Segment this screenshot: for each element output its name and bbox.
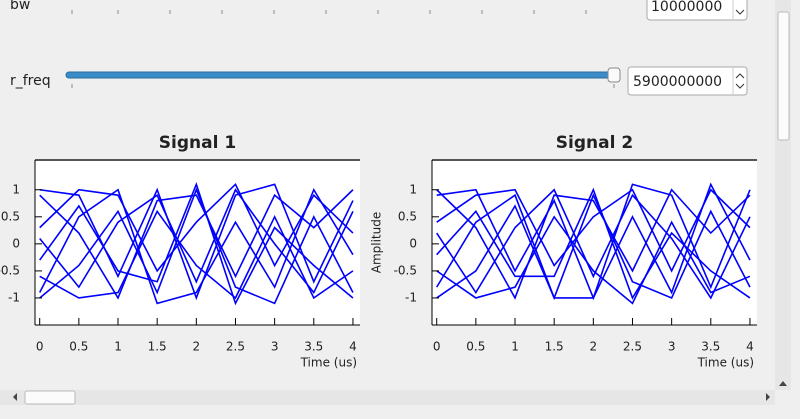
x-tick-label: 2 — [193, 340, 201, 354]
x-tick-label: 3.5 — [701, 340, 720, 354]
y-axis-label: Amplitude — [370, 212, 384, 274]
x-tick-label: 0 — [36, 340, 44, 354]
slider-groove[interactable] — [65, 71, 619, 79]
x-tick-label: 2.5 — [623, 340, 642, 354]
v-scroll-handle[interactable] — [777, 11, 790, 141]
x-axis-label: Time (us) — [300, 356, 357, 370]
trace — [436, 193, 751, 301]
spinbox[interactable] — [627, 66, 748, 96]
y-tick-label: 0 — [409, 236, 417, 250]
x-tick-label: 3 — [271, 340, 279, 354]
scroll-arrow[interactable] — [766, 393, 770, 401]
control-label: bw — [10, 0, 30, 13]
x-axis-label: Time (us) — [697, 356, 754, 370]
h-scrollbar[interactable] — [0, 390, 775, 405]
scroll-arrow[interactable] — [779, 381, 787, 386]
x-tick-label: 2.5 — [226, 340, 245, 354]
plot-area — [38, 182, 354, 306]
spin-up[interactable] — [735, 73, 745, 79]
x-tick-label: 4 — [349, 340, 357, 354]
x-tick-label: 0.5 — [69, 340, 88, 354]
spinbox-value[interactable]: 10000000 — [651, 0, 722, 15]
spinbox[interactable] — [646, 0, 748, 21]
y-tick-label: -1 — [405, 290, 417, 304]
chart-title: Signal 1 — [159, 133, 236, 153]
spin-down[interactable] — [735, 9, 745, 15]
x-tick-label: 3 — [668, 340, 676, 354]
trace — [436, 188, 751, 300]
x-tick-label: 1 — [511, 340, 519, 354]
trace — [39, 182, 354, 273]
trace — [39, 188, 354, 295]
x-tick-label: 3.5 — [304, 340, 323, 354]
x-tick-label: 1 — [114, 340, 122, 354]
trace — [436, 188, 751, 273]
plot-area — [436, 182, 751, 305]
trace — [436, 215, 751, 305]
spin-down[interactable] — [735, 83, 745, 89]
y-tick-label: -0.5 — [394, 263, 417, 277]
y-tick-label: 0.5 — [1, 209, 20, 223]
x-tick-label: 4 — [746, 340, 754, 354]
y-tick-label: 0 — [12, 236, 20, 250]
control-label: r_freq — [10, 73, 51, 89]
scroll-arrow[interactable] — [13, 393, 17, 401]
y-tick-label: 1 — [409, 182, 417, 196]
y-tick-label: 1 — [12, 182, 20, 196]
trace — [436, 182, 751, 299]
y-tick-label: -1 — [8, 290, 20, 304]
h-scroll-handle[interactable] — [24, 390, 76, 405]
trace — [38, 187, 354, 305]
trace — [39, 189, 354, 300]
trace — [39, 182, 354, 306]
x-tick-label: 1.5 — [148, 340, 167, 354]
x-tick-label: 2 — [590, 340, 598, 354]
trace — [39, 187, 354, 305]
y-tick-label: 0.5 — [398, 209, 417, 223]
spinbox-value[interactable]: 5900000000 — [633, 74, 722, 90]
chart-title: Signal 2 — [556, 133, 633, 153]
trace — [39, 209, 354, 300]
x-tick-label: 0.5 — [466, 340, 485, 354]
y-tick-label: -0.5 — [0, 263, 20, 277]
x-tick-label: 1.5 — [545, 340, 564, 354]
plot-canvas — [432, 160, 757, 325]
slider-handle[interactable] — [607, 67, 621, 83]
trace — [39, 183, 354, 301]
x-tick-label: 0 — [433, 340, 441, 354]
trace — [436, 187, 751, 300]
slider-ticks — [71, 10, 587, 14]
